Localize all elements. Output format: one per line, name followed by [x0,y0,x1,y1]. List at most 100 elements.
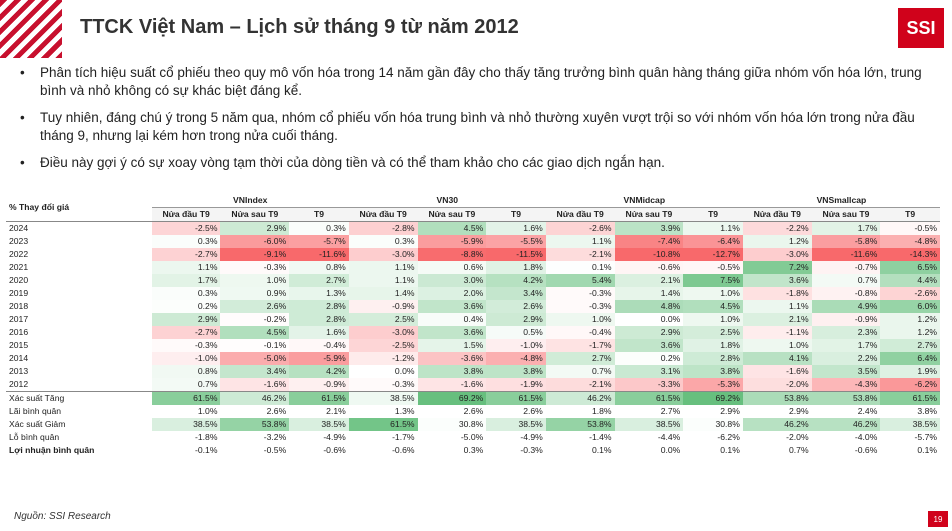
bullet-item: • Tuy nhiên, đáng chú ý trong 5 năm qua, … [14,109,939,145]
stats-cell: 46.2% [811,418,881,431]
stats-cell: -0.5% [220,444,290,457]
table-cell: -2.6% [545,221,615,235]
table-cell: 1.1% [348,274,418,287]
stats-cell: 2.6% [417,405,487,418]
row-label: 2020 [9,275,29,285]
row-label: 2016 [9,327,29,337]
table-cell: -1.1% [742,326,812,339]
stats-cell: -4.4% [614,431,684,444]
table-body: 2024 -2.5% 2.9% 0.3% -2.8% 4.5% 1.6% -2.6% 3.9% 1… [6,221,940,457]
table-cell: -1.0% [151,352,221,365]
table-cell: -0.3% [220,261,290,274]
stats-cell: -3.2% [220,431,290,444]
table-cell: -1.8% [742,287,812,300]
row-label: 2019 [9,288,29,298]
table-cell: -1.6% [220,378,290,392]
stats-cell: 2.7% [614,405,684,418]
row-label: 2017 [9,314,29,324]
table-cell: 1.7% [811,221,881,235]
table-cell: -2.1% [545,378,615,392]
table-row: 2012 0.7% -1.6% -0.9% -0.3% -1.6% -1.9% -2.1% -3… [6,378,940,392]
table-cell: -5.9% [289,352,349,365]
stats-cell: -0.6% [289,444,349,457]
stats-cell: 1.0% [151,405,221,418]
table-cell: -10.8% [614,248,684,261]
table-cell: 0.4% [417,313,487,326]
table-cell: 7.5% [683,274,743,287]
table-cell: 2.6% [220,300,290,313]
subcolumn-header: T9 [486,207,546,222]
table-row: 2018 0.2% 2.6% 2.8% -0.9% 3.6% 2.6% -0.3% 4.8% 4.… [6,300,940,313]
stats-cell: 46.2% [742,418,812,431]
subcolumn-header: Nửa sau T9 [417,207,487,222]
header: TTCK Việt Nam – Lịch sử tháng 9 từ năm 2… [0,0,952,58]
page-title: TTCK Việt Nam – Lịch sử tháng 9 từ năm 2… [80,16,519,38]
table-cell: 2.0% [417,287,487,300]
table-cell: 3.6% [614,339,684,352]
table-cell: 3.8% [683,365,743,378]
table-row: 2017 2.9% -0.2% 2.8% 2.5% 0.4% 2.9% 1.0% 0.0% 1.0… [6,313,940,326]
performance-table: % Thay đổi giá VNIndex VN30 VNMidcap VNS… [6,194,940,457]
stats-cell: 1.3% [348,405,418,418]
stats-cell: 53.8% [742,391,812,405]
table-cell: 4.8% [614,300,684,313]
table-cell: 0.9% [220,287,290,300]
bullet-text: Tuy nhiên, đáng chú ý trong 5 năm qua, n… [40,110,915,143]
stats-cell: -0.6% [348,444,418,457]
table-cell: 2.5% [683,326,743,339]
stats-cell: 69.2% [417,391,487,405]
subcolumn-header: T9 [289,207,349,222]
stats-cell: 61.5% [348,418,418,431]
table-row: 2013 0.8% 3.4% 4.2% 0.0% 3.8% 3.8% 0.7% 3.1% 3.8%… [6,365,940,378]
table-cell: -1.6% [742,365,812,378]
table-cell: 1.7% [811,339,881,352]
table-cell: 3.5% [811,365,881,378]
table-cell: 1.2% [742,235,812,248]
table-cell: 1.0% [683,313,743,326]
table-cell: 4.5% [683,300,743,313]
stats-cell: 2.9% [742,405,812,418]
table-cell: -6.2% [880,378,940,392]
table-cell: 3.9% [614,221,684,235]
table-cell: -3.3% [614,378,684,392]
stats-cell: 61.5% [151,391,221,405]
table-cell: 1.1% [348,261,418,274]
stats-cell: 2.6% [220,405,290,418]
table-cell: -9.1% [220,248,290,261]
stats-cell: 1.8% [545,405,615,418]
table-row: 2015 -0.3% -0.1% -0.4% -2.5% 1.5% -1.0% -1.7% 3.… [6,339,940,352]
row-label: 2021 [9,262,29,272]
stats-cell: 2.1% [289,405,349,418]
table-cell: -11.6% [289,248,349,261]
table-cell: -5.5% [486,235,546,248]
table-cell: 0.7% [811,274,881,287]
stats-cell: -5.7% [880,431,940,444]
table-row: 2016 -2.7% 4.5% 1.6% -3.0% 3.6% 0.5% -0.4% 2.9% 2… [6,326,940,339]
stats-label: Xác suất Giảm [9,419,66,429]
table-cell: 1.1% [151,261,221,274]
stats-cell: 61.5% [486,391,546,405]
stats-cell: 53.8% [811,391,881,405]
table-cell: 3.6% [417,326,487,339]
table-cell: 6.5% [880,261,940,274]
table-cell: -5.0% [220,352,290,365]
table-cell: 1.0% [742,339,812,352]
subcolumn-header: Nửa sau T9 [811,207,881,222]
table-cell: -2.5% [151,221,221,235]
table-cell: 3.6% [417,300,487,313]
table-cell: 1.9% [880,365,940,378]
stats-cell: -1.4% [545,431,615,444]
table-row: 2020 1.7% 1.0% 2.7% 1.1% 3.0% 4.2% 5.4% 2.1% 7.5%… [6,274,940,287]
table-cell: -2.2% [742,221,812,235]
table-cell: -14.3% [880,248,940,261]
table-cell: -1.0% [486,339,546,352]
table-cell: 1.2% [880,326,940,339]
table-cell: 2.5% [348,313,418,326]
table-cell: -5.9% [417,235,487,248]
table-cell: 3.6% [742,274,812,287]
ssi-logo: SSI [898,8,944,48]
row-label: 2014 [9,353,29,363]
table-cell: -7.4% [614,235,684,248]
table-cell: -0.9% [348,300,418,313]
corner-label: % Thay đổi giá [6,194,152,222]
